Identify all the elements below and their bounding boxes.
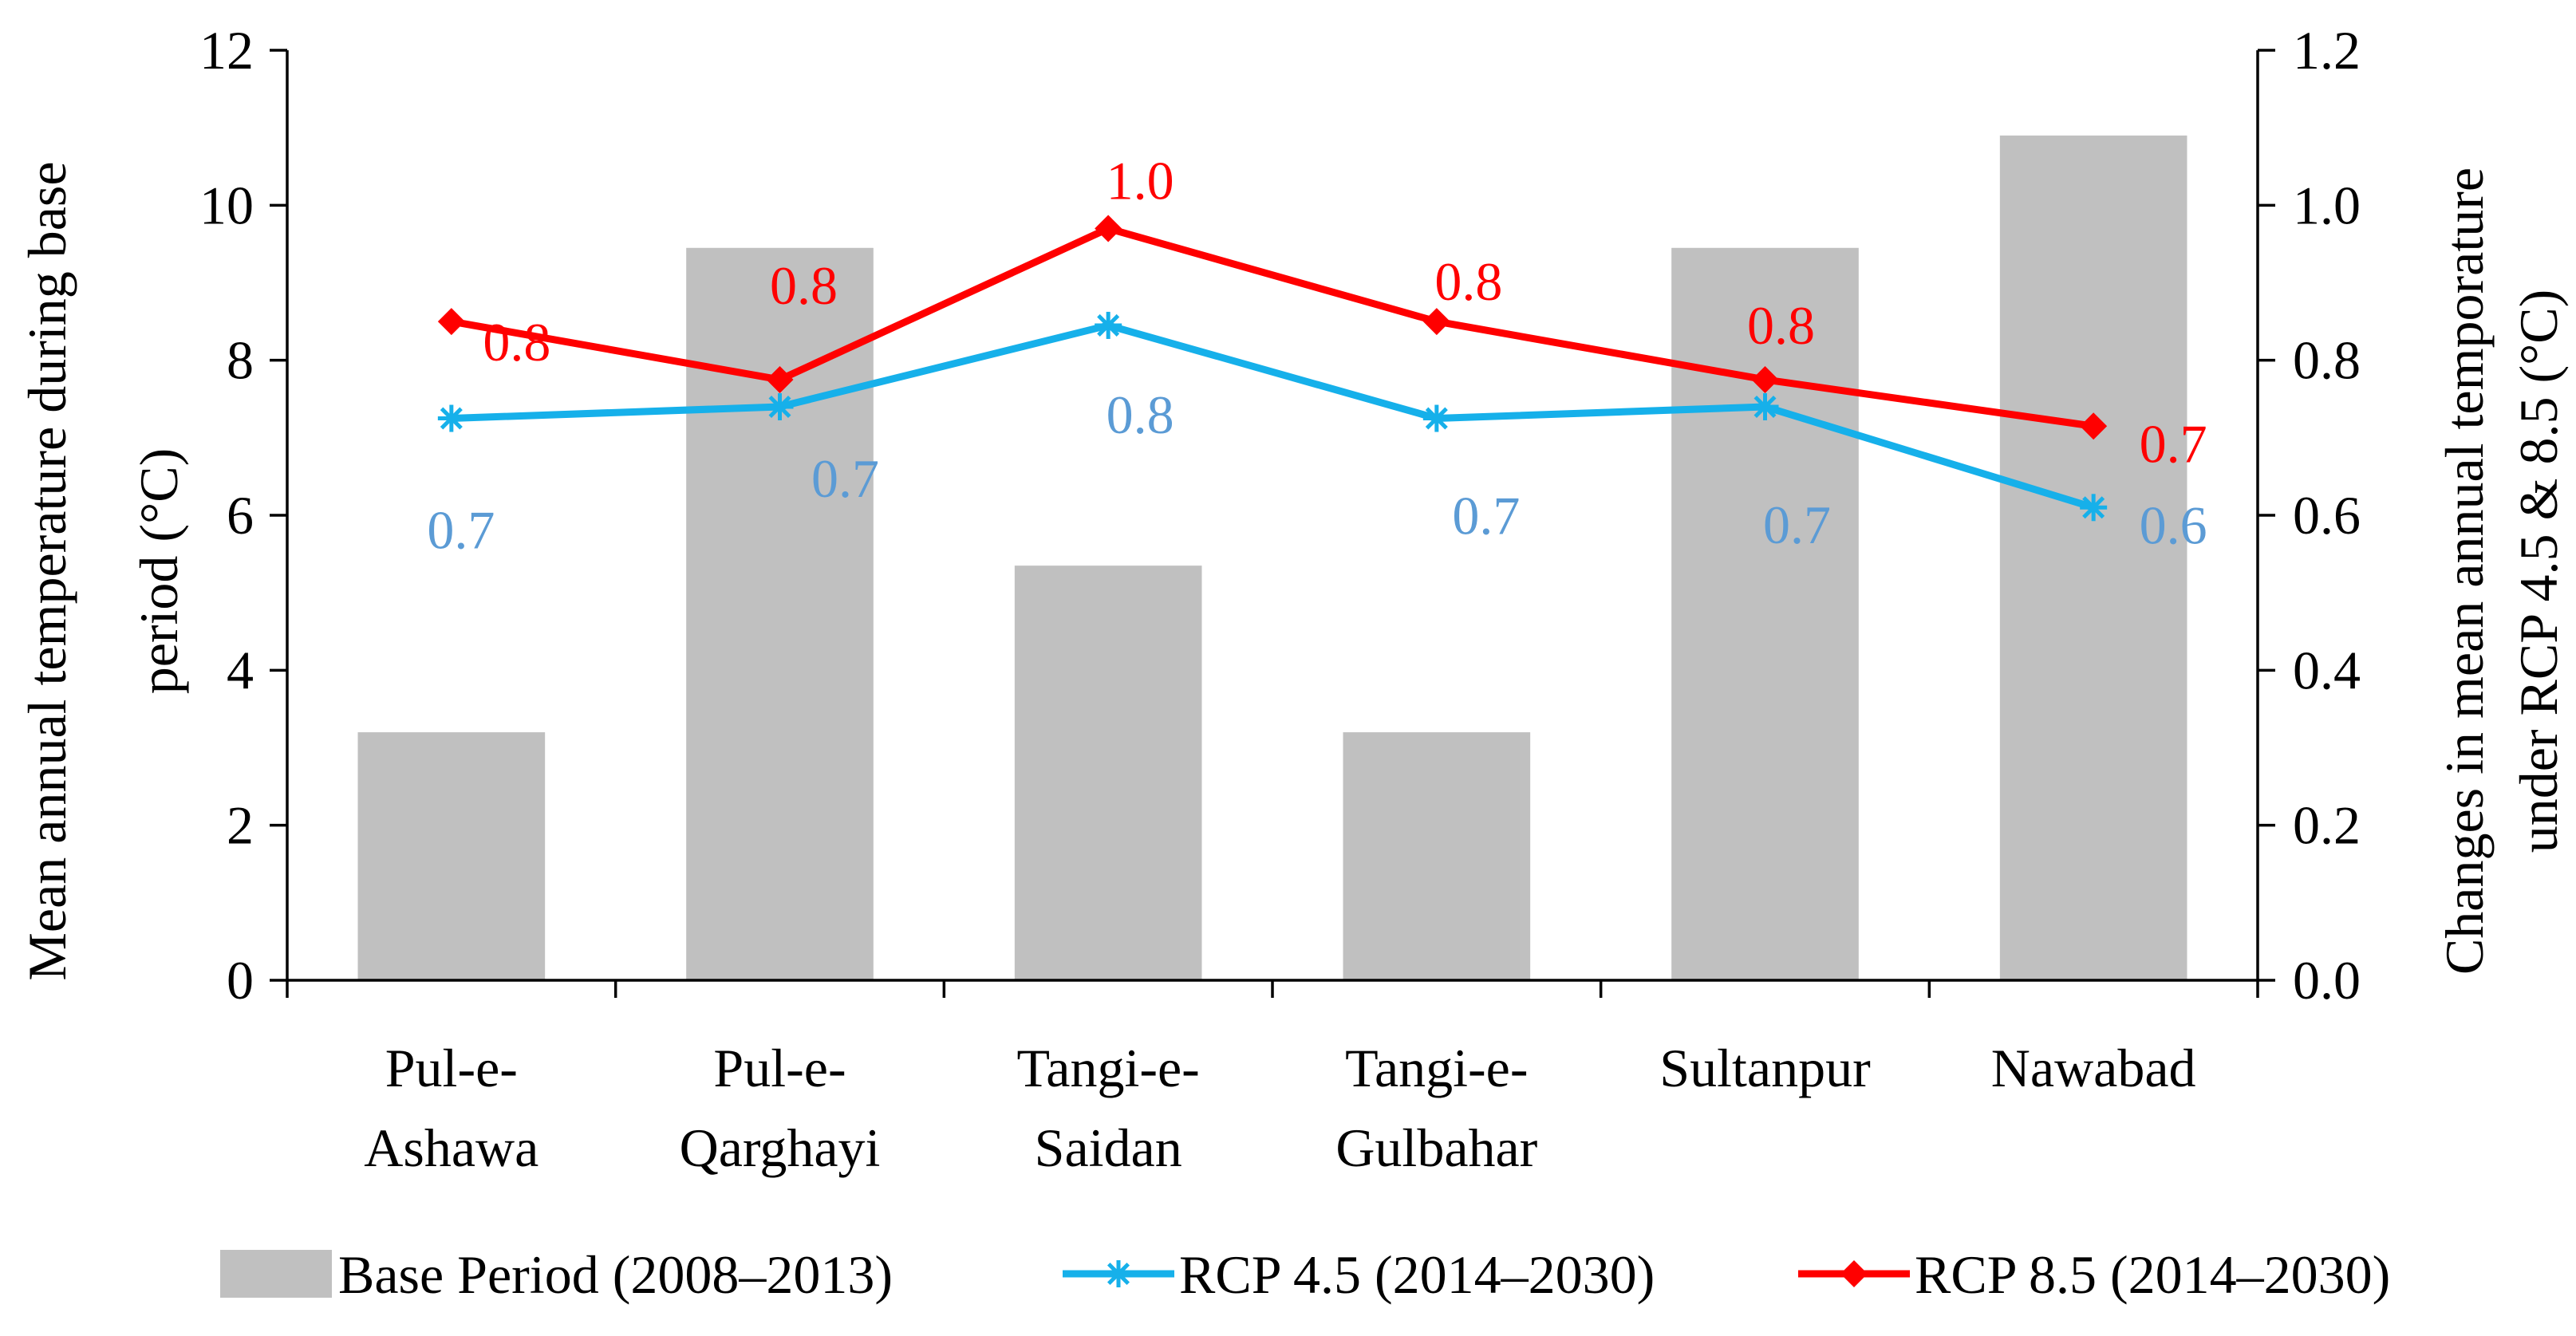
rcp45-point-4-d2 — [1753, 395, 1777, 418]
axes: 0 2 4 6 8 10 12 0.0 0.2 0.4 0.6 0.8 1.0 1.2 Pul-e- Asha… — [17, 20, 2569, 1178]
left-tick-label-6: 12 — [199, 20, 254, 81]
left-tick-label-1: 2 — [227, 795, 254, 856]
category-label-4-0: Sultanpur — [1659, 1038, 1871, 1098]
category-label-2-0: Tangi-e- — [1016, 1038, 1199, 1098]
category-label-1-1: Qarghayi — [680, 1117, 881, 1178]
rcp45-point-5 — [2080, 494, 2108, 522]
rcp45-data-label-0: 0.7 — [427, 500, 495, 561]
rcp85-point-4 — [1751, 365, 1779, 393]
rcp45-data-label-5: 0.6 — [2140, 495, 2207, 555]
right-axis-title-line1: Changes in mean annual temporature — [2434, 167, 2495, 975]
left-tick-label-5: 10 — [199, 175, 254, 235]
legend: Base Period (2008–2013) RCP 4.5 (2014–203… — [220, 1244, 2390, 1305]
bar-4 — [1671, 247, 1859, 980]
bar-5 — [1999, 135, 2187, 981]
right-axis-title-line2: under RCP 4.5 & 8.5 (°C) — [2508, 290, 2569, 853]
line-layer — [437, 215, 2108, 522]
left-tick-label-3: 6 — [227, 485, 254, 546]
bar-2 — [1014, 566, 1202, 980]
rcp85-point-2 — [1095, 215, 1122, 242]
rcp45-point-2 — [1095, 311, 1122, 339]
rcp45-point-5-d2 — [2082, 496, 2105, 519]
left-axis-title-line2: period (°C) — [128, 448, 189, 695]
right-tick-label-4: 0.8 — [2293, 330, 2361, 391]
category-label-0-1: Ashawa — [364, 1117, 538, 1178]
category-label-5-0: Nawabad — [1991, 1038, 2196, 1098]
bar-1 — [686, 247, 874, 980]
rcp85-data-label-2: 1.0 — [1107, 150, 1174, 211]
bar-layer — [357, 135, 2187, 981]
rcp45-data-label-2: 0.8 — [1107, 384, 1174, 445]
series-line-rcp85 — [451, 224, 2094, 430]
rcp45-point-3-d2 — [1425, 407, 1448, 430]
category-label-3-1: Gulbahar — [1335, 1117, 1537, 1178]
rcp45-point-2-d2 — [1097, 313, 1120, 337]
rcp85-point-1 — [766, 365, 794, 393]
rcp45-data-label-4: 0.7 — [1763, 495, 1831, 555]
legend-marker-rcp45 — [1105, 1260, 1132, 1287]
left-axis-title-line1: Mean annual temperature during base — [17, 161, 77, 980]
series-line-rcp45 — [451, 321, 2095, 511]
rcp45-point-0-d2 — [440, 407, 463, 430]
legend-label-rcp85: RCP 8.5 (2014–2030) — [1915, 1244, 2390, 1305]
legend-marker-rcp45-d2 — [1107, 1262, 1130, 1286]
rcp45-point-4 — [1751, 392, 1779, 420]
rcp85-data-label-3: 0.8 — [1434, 251, 1502, 312]
rcp85-point-0 — [437, 308, 465, 336]
left-tick-label-2: 4 — [227, 640, 254, 700]
rcp85-data-label-5: 0.7 — [2140, 413, 2207, 474]
right-tick-label-3: 0.6 — [2293, 485, 2361, 546]
category-label-1-0: Pul-e- — [713, 1038, 846, 1098]
data-label-layer: 0.7 0.7 0.8 0.7 0.7 0.6 0.8 0.8 1.0 0.8 0.8 0.7 — [427, 150, 2207, 560]
rcp85-point-5 — [2080, 412, 2108, 440]
rcp85-data-label-1: 0.8 — [770, 255, 838, 316]
rcp45-data-label-3: 0.7 — [1452, 486, 1520, 546]
rcp45-point-1 — [766, 392, 794, 420]
legend-marker-rcp85 — [1840, 1260, 1868, 1287]
rcp45-point-3 — [1422, 404, 1450, 432]
right-tick-label-1: 0.2 — [2293, 795, 2361, 856]
legend-label-base: Base Period (2008–2013) — [338, 1244, 893, 1305]
bar-3 — [1343, 732, 1531, 980]
rcp45-data-label-1: 0.7 — [811, 448, 879, 509]
bar-0 — [357, 732, 546, 980]
right-tick-label-0: 0.0 — [2293, 950, 2361, 1011]
left-tick-label-0: 0 — [227, 950, 254, 1011]
legend-swatch-base — [220, 1250, 332, 1298]
rcp45-point-1-d2 — [768, 395, 791, 418]
legend-label-rcp45: RCP 4.5 (2014–2030) — [1179, 1244, 1655, 1305]
right-tick-label-6: 1.2 — [2293, 20, 2361, 81]
rcp85-point-3 — [1422, 308, 1450, 336]
rcp45-point-0 — [437, 404, 465, 432]
left-tick-label-4: 8 — [227, 330, 254, 391]
right-tick-label-5: 1.0 — [2293, 175, 2361, 235]
category-label-0-0: Pul-e- — [385, 1038, 518, 1098]
category-label-2-1: Saidan — [1035, 1117, 1182, 1178]
rcp85-data-label-0: 0.8 — [483, 312, 550, 372]
category-label-3-0: Tangi-e- — [1345, 1038, 1528, 1098]
rcp85-data-label-4: 0.8 — [1747, 295, 1815, 356]
right-tick-label-2: 0.4 — [2293, 640, 2361, 700]
